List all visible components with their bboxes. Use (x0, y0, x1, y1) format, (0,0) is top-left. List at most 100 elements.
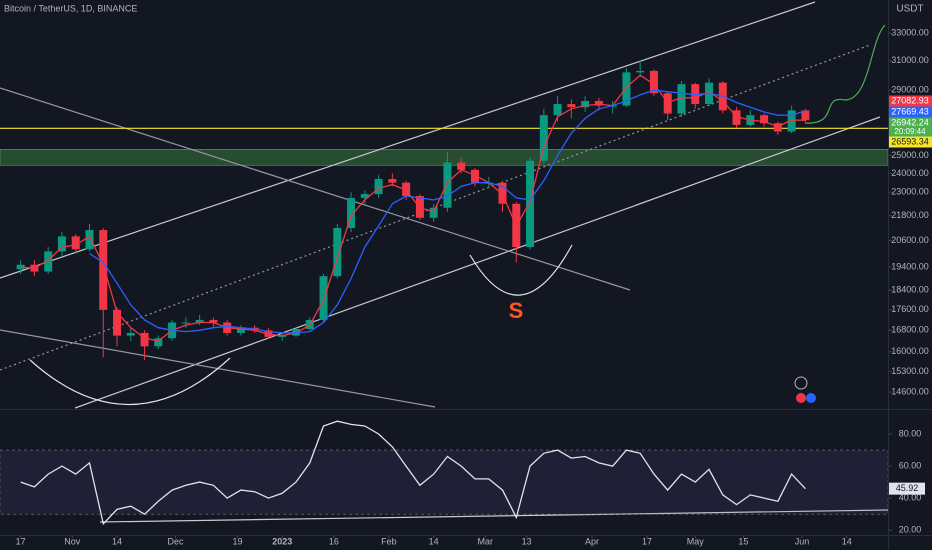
candle-body (181, 322, 190, 324)
x-tick-label: Jun (795, 536, 810, 546)
y-tick-label: 15300.00 (891, 366, 929, 376)
candle-body (594, 100, 603, 106)
candle-body (195, 319, 204, 323)
x-tick-label: Apr (585, 536, 599, 546)
price-label: 27082.93 (891, 95, 929, 105)
trend-down (0, 87, 631, 291)
rsi-line (20, 420, 806, 526)
y-tick-label: 23000.00 (891, 187, 929, 197)
x-tick-label: 15 (738, 536, 748, 546)
drawings (0, 1, 889, 523)
y-tick-label: 25000.00 (891, 150, 929, 160)
candle-body (99, 230, 108, 310)
annotation: S (509, 298, 524, 323)
candle-body (126, 332, 135, 336)
y-axis-label: USDT (896, 4, 923, 15)
price-label-box (889, 117, 932, 138)
x-tick-label: May (687, 536, 705, 546)
y-tick-label: 20600.00 (891, 235, 929, 245)
flag-icon[interactable] (796, 393, 806, 403)
x-tick-label: 17 (642, 536, 652, 546)
x-tick-label: 14 (429, 536, 439, 546)
y-tick-label: 31000.00 (891, 55, 929, 65)
candle-body (622, 72, 631, 106)
y-tick-label: 24000.00 (891, 168, 929, 178)
countdown: 20:09:44 (894, 127, 926, 136)
rsi-band (0, 449, 889, 515)
x-tick-label: 14 (112, 536, 122, 546)
candle-body (209, 319, 218, 323)
y-tick-label: 33000.00 (891, 28, 929, 38)
candle-body (663, 93, 672, 114)
y-tick-label: 80.00 (899, 428, 922, 438)
candle-body (801, 110, 810, 121)
candle-body (443, 162, 452, 208)
candle-body (113, 309, 122, 336)
candle-body (498, 182, 507, 204)
candle-body (636, 70, 645, 73)
candle-body (236, 327, 245, 333)
arc-left (29, 357, 231, 406)
candle-body (154, 338, 163, 347)
candle-body (264, 330, 273, 337)
y-tick-label: 20.00 (899, 525, 922, 535)
y-tick-label: 40.00 (899, 493, 922, 503)
candle-body (677, 84, 686, 114)
candle-body (360, 194, 369, 198)
y-tick-label: 14600.00 (891, 386, 929, 396)
channel-upper (0, 1, 816, 279)
candle-body (388, 178, 397, 183)
candle-body (374, 178, 383, 195)
level-label-box (889, 136, 932, 148)
arc-right (469, 244, 573, 296)
candle-body (470, 169, 479, 183)
alert-icon[interactable] (794, 376, 808, 390)
price-label: 27669.43 (891, 106, 929, 116)
rsi-trend (99, 509, 889, 523)
price-label-box (889, 95, 932, 107)
candle-body (333, 227, 342, 277)
y-tick-label: 19400.00 (891, 261, 929, 271)
y-tick-label: 29000.00 (891, 85, 929, 95)
x-tick-label: Mar (478, 536, 494, 546)
y-tick-label: 16800.00 (891, 325, 929, 335)
x-tick-label: 16 (329, 536, 339, 546)
y-tick-label: 60.00 (899, 460, 922, 470)
candle-body (71, 236, 80, 250)
price-label: 26942.24 (891, 117, 929, 127)
x-tick-label: 2023 (272, 536, 292, 546)
candle-body (429, 207, 438, 218)
candle-body (57, 236, 66, 252)
rsi-value-box (889, 482, 925, 495)
candle-body (140, 332, 149, 347)
y-tick-label: 17600.00 (891, 304, 929, 314)
candle-body (732, 110, 741, 125)
candle-body (526, 160, 535, 248)
x-tick-label: Feb (381, 536, 397, 546)
candle-body (691, 84, 700, 105)
candle-body (773, 123, 782, 132)
candle-body (347, 197, 356, 228)
y-tick-label: 18400.00 (891, 285, 929, 295)
level-label: 26593.34 (891, 136, 929, 146)
candle-body (567, 104, 576, 108)
flag-icon[interactable] (806, 393, 816, 403)
moving-average (89, 89, 806, 334)
candle-body (457, 162, 466, 170)
x-tick-label: Dec (168, 536, 185, 546)
rsi-value-label: 45.92 (896, 483, 919, 493)
candle-body (760, 115, 769, 124)
channel-lower (74, 116, 881, 409)
y-tick-label: 21800.00 (891, 210, 929, 220)
candle-body (539, 115, 548, 161)
x-tick-label: 17 (16, 536, 26, 546)
candle-body (649, 70, 658, 94)
x-tick-label: Nov (64, 536, 81, 546)
x-tick-label: 13 (522, 536, 532, 546)
chart-title: Bitcoin / TetherUS, 1D, BINANCE (4, 3, 137, 13)
forecast (804, 24, 886, 124)
candle-body (553, 104, 562, 116)
candle-body (581, 100, 590, 108)
candle-body (402, 182, 411, 196)
